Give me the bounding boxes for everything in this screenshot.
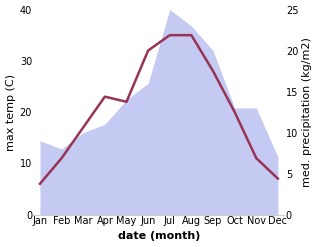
Y-axis label: max temp (C): max temp (C) [5,74,16,150]
Y-axis label: med. precipitation (kg/m2): med. precipitation (kg/m2) [302,37,313,187]
X-axis label: date (month): date (month) [118,231,200,242]
